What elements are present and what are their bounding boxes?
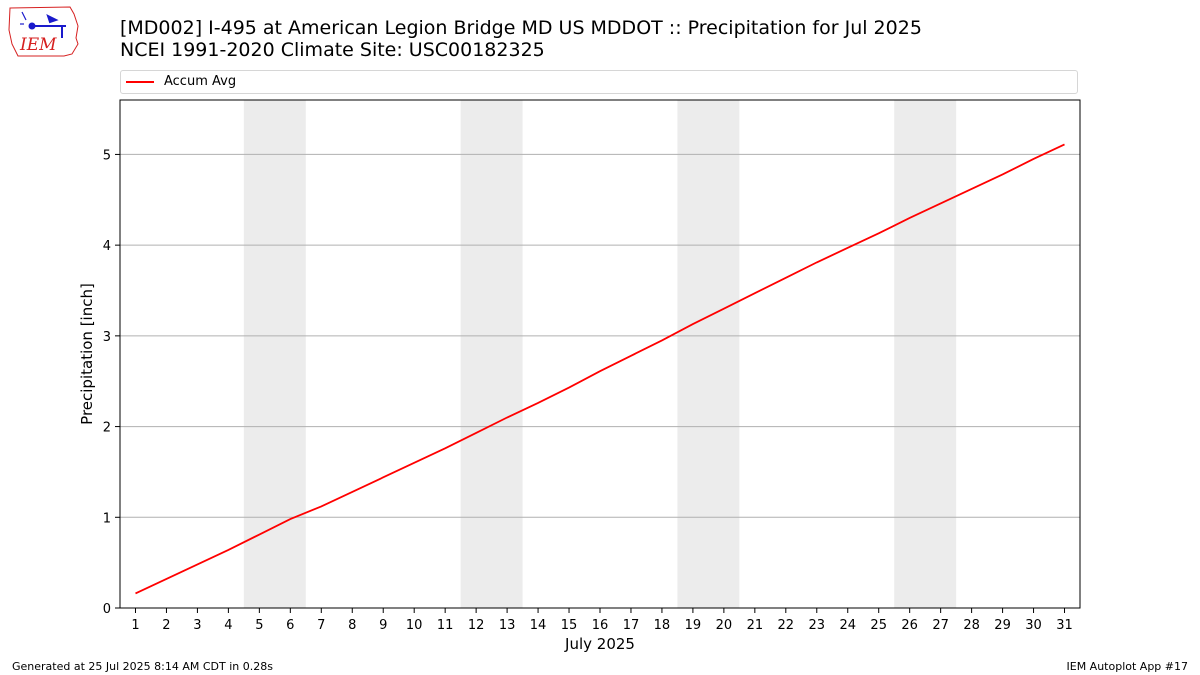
x-tick-label-25: 25 — [870, 618, 887, 633]
x-tick-label-11: 11 — [437, 618, 454, 633]
x-tick-label-21: 21 — [747, 618, 764, 633]
x-tick-label-8: 8 — [348, 618, 356, 633]
y-tick-label-1: 1 — [103, 511, 111, 526]
x-tick-label-20: 20 — [716, 618, 733, 633]
x-tick-label-5: 5 — [255, 618, 263, 633]
iowa-outline-icon — [8, 6, 79, 57]
x-tick-label-16: 16 — [592, 618, 609, 633]
y-axis: 0 1 2 3 4 5 — [103, 148, 120, 617]
y-axis-label: Precipitation [inch] — [78, 283, 96, 425]
x-tick-label-2: 2 — [162, 618, 170, 633]
x-axis: 1 2 3 4 5 6 7 8 9 10 11 12 13 14 15 16 17 18 19 20 21 22 23 24 2… — [131, 608, 1073, 633]
chart-legend: Accum Avg — [120, 70, 1078, 94]
grid-lines — [120, 153, 1080, 518]
x-tick-label-9: 9 — [379, 618, 387, 633]
chart-subtitle: NCEI 1991-2020 Climate Site: USC00182325 — [120, 39, 545, 61]
y-tick-label-4: 4 — [103, 239, 111, 254]
x-axis-label: July 2025 — [564, 635, 635, 653]
x-tick-label-30: 30 — [1025, 618, 1042, 633]
weekend-band-1 — [243, 100, 306, 608]
app-credit: IEM Autoplot App #17 — [1066, 660, 1189, 673]
x-tick-label-26: 26 — [901, 618, 918, 633]
x-tick-label-19: 19 — [685, 618, 702, 633]
weekend-bands — [243, 100, 957, 608]
x-tick-label-28: 28 — [963, 618, 980, 633]
series-line-accum-avg — [135, 143, 1065, 595]
series-layer — [135, 143, 1065, 595]
x-tick-label-12: 12 — [468, 618, 485, 633]
legend-swatch-accum-avg — [126, 81, 154, 83]
generated-timestamp: Generated at 25 Jul 2025 8:14 AM CDT in … — [12, 660, 273, 673]
x-tick-label-13: 13 — [499, 618, 516, 633]
legend-label-accum-avg: Accum Avg — [164, 74, 237, 89]
logo-text: IEM — [19, 35, 57, 55]
weekend-band-3 — [677, 100, 740, 608]
x-tick-label-3: 3 — [193, 618, 201, 633]
x-tick-label-17: 17 — [623, 618, 640, 633]
y-tick-label-5: 5 — [103, 148, 111, 163]
x-tick-label-7: 7 — [317, 618, 325, 633]
x-tick-label-15: 15 — [561, 618, 578, 633]
x-tick-label-23: 23 — [809, 618, 826, 633]
iem-logo: IEM — [8, 6, 79, 57]
x-tick-label-24: 24 — [839, 618, 856, 633]
y-tick-label-3: 3 — [103, 330, 111, 345]
weekend-band-4 — [894, 100, 957, 608]
x-tick-label-4: 4 — [224, 618, 232, 633]
x-tick-label-22: 22 — [778, 618, 795, 633]
x-tick-label-10: 10 — [406, 618, 423, 633]
x-tick-label-6: 6 — [286, 618, 294, 633]
x-tick-label-14: 14 — [530, 618, 547, 633]
y-tick-label-0: 0 — [103, 602, 111, 617]
x-tick-label-1: 1 — [131, 618, 139, 633]
x-tick-label-29: 29 — [994, 618, 1011, 633]
x-tick-label-18: 18 — [654, 618, 671, 633]
y-tick-label-2: 2 — [103, 421, 111, 436]
weather-station-icon — [20, 11, 66, 38]
chart-title: [MD002] I-495 at American Legion Bridge … — [120, 17, 922, 39]
x-tick-label-31: 31 — [1056, 618, 1073, 633]
x-tick-label-27: 27 — [932, 618, 949, 633]
weekend-band-2 — [460, 100, 523, 608]
